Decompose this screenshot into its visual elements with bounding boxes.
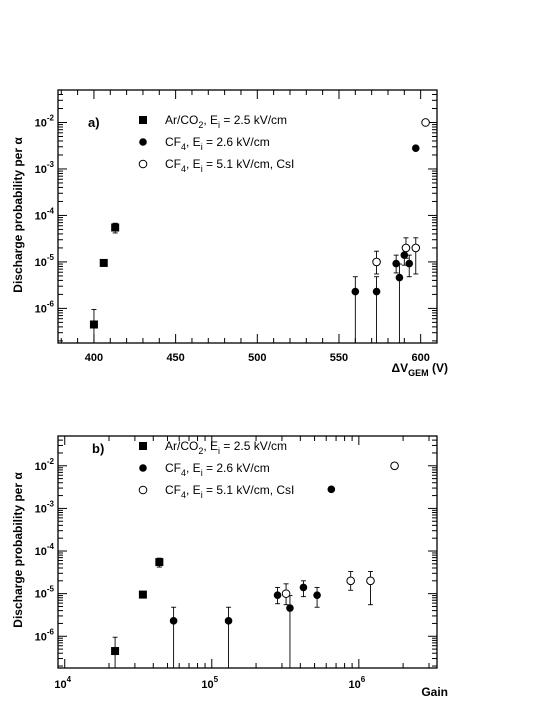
series-0: [111, 557, 164, 668]
data-point: [299, 583, 308, 592]
plot-frame: [57, 89, 438, 344]
data-point: [421, 118, 430, 127]
y-tick-label: 10-6: [35, 627, 55, 643]
y-tick-label: 10-5: [35, 585, 55, 601]
x-tick-label: 500: [248, 352, 266, 364]
series-1: [169, 485, 336, 668]
legend-entry: CF4, Ei = 5.1 kV/cm, CsI: [165, 483, 294, 500]
plot-frame: [57, 435, 438, 669]
y-tick-label: 10-3: [35, 160, 55, 176]
x-tick-label: 104: [54, 675, 71, 691]
series-2: [281, 461, 399, 606]
series-1: [351, 144, 420, 343]
panel-a: 10-6 10-5 10-4 10-3 10-2 400 450 500 550 600 Disch…: [11, 89, 449, 378]
data-point: [372, 287, 381, 296]
data-point: [346, 576, 355, 586]
legend-marker: [139, 464, 147, 472]
data-point: [89, 320, 98, 329]
data-point: [351, 287, 360, 296]
legend-entry: Ar/CO2, Ei = 2.5 kV/cm: [165, 439, 287, 456]
x-axis-label: ΔVGEM (V): [392, 361, 449, 378]
x-tick-label: 600: [411, 352, 429, 364]
y-axis-label: Discharge probability per α: [11, 472, 25, 628]
y-tick-label: 10-4: [35, 542, 55, 558]
x-tick-label: 400: [85, 352, 103, 364]
y-axis-label: Discharge probability per α: [11, 137, 25, 293]
x-tick-label: 450: [166, 352, 184, 364]
data-point: [169, 617, 178, 625]
panel-label: a): [88, 115, 100, 130]
data-point: [327, 485, 336, 494]
data-point: [224, 617, 233, 625]
y-tick-label: 10-2: [35, 457, 55, 473]
series-0: [89, 222, 120, 343]
data-point: [273, 591, 282, 599]
panel-label: b): [92, 441, 104, 456]
y-tick-label: 10-4: [35, 206, 55, 222]
panel-b: 10-6 10-5 10-4 10-3 10-2 104 105 106 Discharge p…: [11, 435, 448, 699]
legend-entry: Ar/CO2, Ei = 2.5 kV/cm: [165, 113, 287, 130]
x-tick-label: 550: [330, 352, 348, 364]
data-point: [138, 590, 147, 599]
x-tick-label: 106: [348, 675, 365, 691]
x-tick-label: 105: [201, 675, 218, 691]
data-point: [395, 273, 404, 282]
x-axis-label: Gain: [421, 685, 448, 699]
y-tick-label: 10-3: [35, 499, 55, 515]
legend-entry: CF4, Ei = 5.1 kV/cm, CsI: [165, 157, 294, 174]
data-point: [390, 461, 399, 471]
data-point: [411, 144, 420, 152]
data-point: [286, 604, 294, 612]
data-point: [313, 591, 321, 599]
data-point: [372, 257, 381, 267]
data-point: [111, 223, 120, 232]
y-tick-label: 10-6: [35, 299, 55, 315]
legend-entry: CF4, Ei = 2.6 kV/cm: [165, 135, 270, 152]
data-point: [155, 558, 164, 567]
legend-entry: CF4, Ei = 2.6 kV/cm: [165, 461, 270, 478]
data-point: [411, 243, 421, 253]
data-point: [366, 576, 375, 586]
y-tick-label: 10-5: [35, 253, 55, 269]
series-2: [372, 118, 430, 275]
data-point: [111, 647, 120, 656]
legend-marker: [138, 485, 148, 495]
y-tick-label: 10-2: [35, 113, 55, 129]
data-point: [392, 259, 400, 268]
legend-marker: [139, 138, 147, 146]
data-point: [401, 243, 411, 253]
data-point: [281, 589, 291, 598]
legend-marker: [139, 116, 147, 124]
data-point: [405, 259, 414, 268]
legend-marker: [138, 159, 148, 169]
data-point: [99, 258, 108, 267]
legend-marker: [139, 442, 147, 450]
